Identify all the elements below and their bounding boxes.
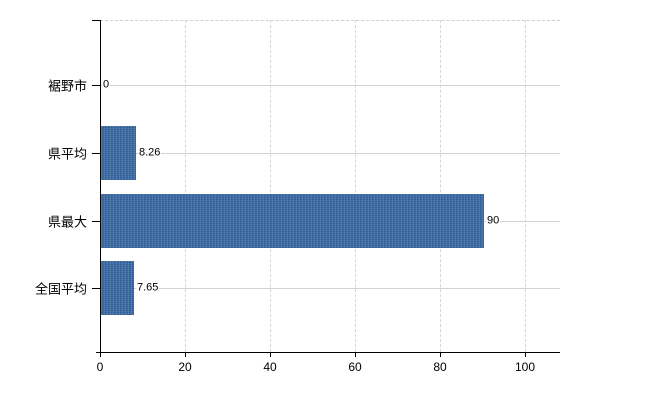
- gridline-x-20: [185, 20, 186, 352]
- x-tick-label-60: 60: [348, 360, 362, 374]
- category-label-3: 全国平均: [34, 281, 87, 297]
- x-tick-label-80: 80: [433, 360, 447, 374]
- y-axis-top-tick: [92, 20, 100, 21]
- gridline-x-100: [525, 20, 526, 352]
- x-tick-100: [525, 352, 526, 357]
- category-tick-3: [92, 288, 100, 289]
- y-axis-line: [100, 20, 101, 352]
- x-tick-label-20: 20: [178, 360, 192, 374]
- category-tick-2: [92, 221, 100, 222]
- gridline-row-1: [100, 153, 560, 154]
- x-tick-label-40: 40: [263, 360, 277, 374]
- bar-1: [101, 126, 136, 180]
- category-tick-0: [92, 85, 100, 86]
- gridline-x-40: [270, 20, 271, 352]
- x-tick-20: [185, 352, 186, 357]
- gridline-x-60: [355, 20, 356, 352]
- x-tick-label-0: 0: [96, 360, 104, 374]
- gridline-x-80: [440, 20, 441, 352]
- x-tick-0: [100, 352, 101, 357]
- value-label-1: 8.26: [138, 146, 162, 160]
- category-label-2: 県最大: [47, 214, 87, 230]
- value-label-3: 7.65: [136, 281, 160, 295]
- value-label-2: 90: [486, 214, 501, 228]
- value-label-0: 0: [102, 78, 111, 92]
- category-label-1: 県平均: [47, 146, 87, 162]
- x-tick-label-100: 100: [514, 360, 536, 374]
- category-tick-1: [92, 153, 100, 154]
- x-tick-40: [270, 352, 271, 357]
- bar-3: [101, 261, 134, 315]
- category-label-0: 裾野市: [47, 78, 87, 94]
- x-tick-80: [440, 352, 441, 357]
- plot-top-border: [100, 20, 560, 21]
- x-axis-line: [96, 352, 560, 353]
- gridline-row-0: [100, 85, 560, 86]
- x-tick-60: [355, 352, 356, 357]
- gridline-row-3: [100, 288, 560, 289]
- bar-2: [101, 194, 484, 248]
